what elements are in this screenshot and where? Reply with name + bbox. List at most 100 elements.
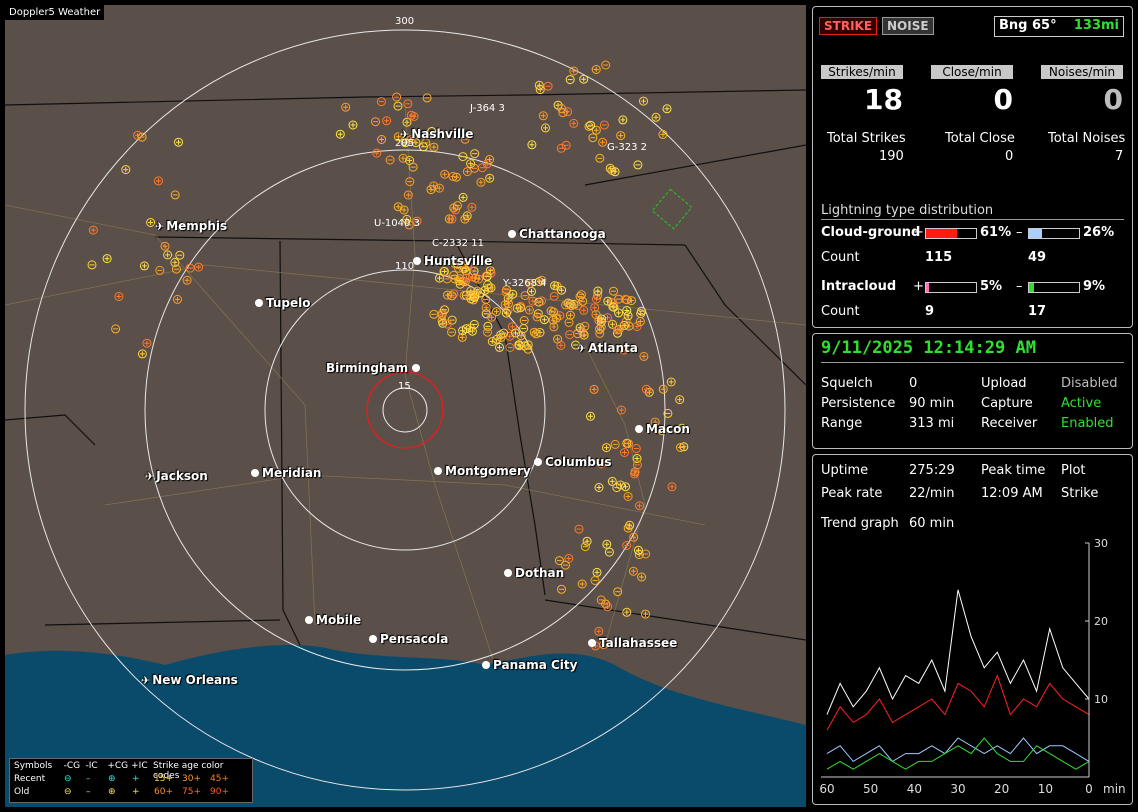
trend-y-tick: 10 [1094, 693, 1108, 706]
city-meridian: Meridian [251, 466, 321, 480]
strike-marker [635, 501, 645, 511]
city-huntsville: Huntsville [413, 254, 492, 268]
total-close-value: 0 [1005, 149, 1014, 164]
strike-marker [426, 185, 436, 195]
receiver-status: Enabled [1061, 416, 1114, 431]
strike-marker [448, 172, 458, 181]
symbol-legend: Symbols -CG -IC +CG +IC Strike age color… [9, 758, 253, 803]
strike-marker [623, 492, 633, 501]
airport-icon: ✈ [141, 673, 151, 687]
strike-marker [482, 271, 492, 281]
status-panel: 9/11/2025 12:14:29 AM Squelch 0 Upload D… [812, 333, 1133, 449]
airport-icon: ✈ [155, 219, 165, 233]
capture-status: Active [1061, 396, 1102, 411]
strike-marker [614, 308, 624, 318]
strike-marker [519, 324, 529, 333]
noise-button[interactable]: NOISE [882, 17, 934, 35]
strike-marker [460, 134, 470, 144]
strike-marker [651, 112, 661, 122]
trend-series-line-2 [826, 737, 1090, 763]
trend-panel: Uptime 275:29 Peak time Plot Peak rate 2… [812, 454, 1133, 805]
trend-series-line-0 [826, 589, 1090, 715]
strike-marker [458, 152, 468, 162]
strike-marker [155, 265, 165, 275]
strike-marker [174, 137, 183, 147]
intracloud-label: Intracloud [821, 279, 897, 294]
strike-marker [467, 202, 477, 212]
strike-marker [621, 482, 630, 492]
cg-positive-bar [925, 228, 977, 239]
strike-marker [613, 587, 623, 597]
strike-marker [543, 81, 553, 91]
squelch-value: 0 [909, 376, 918, 391]
strikes-min-value: 18 [864, 83, 903, 116]
strike-marker [622, 607, 632, 617]
strike-marker [618, 115, 628, 125]
strike-marker [667, 482, 677, 492]
strike-marker [457, 332, 467, 342]
strike-marker [662, 104, 672, 114]
strike-marker [635, 317, 645, 326]
cg-positive-pct: 61% [980, 225, 1012, 240]
city-memphis: ✈ Memphis [155, 219, 228, 233]
map-title: Doppler5 Weather [5, 5, 105, 20]
strike-marker [182, 275, 192, 285]
trend-x-tick: 20 [994, 782, 1009, 796]
cg-negative-count: 49 [1028, 250, 1047, 265]
strike-marker [523, 344, 533, 354]
trend-x-tick: 60 [819, 782, 834, 796]
city-nashville: ✈ Nashville [400, 127, 474, 141]
strike-marker [565, 299, 575, 309]
strike-button[interactable]: STRIKE [819, 17, 878, 35]
squelch-label: Squelch [821, 376, 873, 391]
strike-marker [534, 277, 544, 287]
noises-min-label: Noises/min [1041, 65, 1123, 79]
strike-marker [641, 549, 651, 559]
strike-marker [185, 263, 195, 273]
noises-min-value: 0 [1103, 83, 1123, 116]
strike-marker [628, 566, 638, 576]
city-montgomery: Montgomery [434, 464, 531, 478]
ic-count-label: Count [821, 304, 860, 319]
strike-marker [405, 177, 415, 187]
ic-positive-count: 9 [925, 304, 935, 319]
city-chattanooga: Chattanooga [508, 227, 606, 241]
strike-marker [641, 609, 650, 619]
strike-marker [602, 539, 612, 549]
strike-marker [582, 536, 592, 546]
strike-marker [557, 285, 567, 295]
city-tupelo: Tupelo [255, 296, 311, 310]
strike-marker [170, 257, 180, 267]
strike-marker [613, 325, 623, 335]
strike-marker [620, 294, 630, 304]
strike-marker [537, 275, 547, 285]
city-jackson: ✈ Jackson [145, 469, 208, 483]
strike-marker [466, 159, 476, 169]
strike-marker [173, 294, 182, 304]
ic-negative-pct: 9% [1083, 279, 1106, 294]
strike-marker [524, 305, 534, 315]
strike-marker [452, 201, 462, 211]
strike-marker [406, 110, 416, 120]
strike-marker [427, 127, 437, 136]
strike-marker [531, 329, 541, 339]
strike-marker [596, 595, 606, 605]
strike-marker [534, 80, 544, 90]
trend-x-tick: 0 [1085, 782, 1093, 796]
strike-marker [473, 286, 482, 296]
trend-window: 60 min [909, 516, 955, 531]
strike-marker [422, 93, 432, 103]
strike-marker [403, 99, 413, 109]
peak-rate-label: Peak rate [821, 486, 883, 501]
strike-marker [602, 443, 611, 453]
strike-marker [459, 290, 469, 300]
strike-marker [560, 560, 570, 570]
strike-marker [461, 273, 471, 283]
strike-marker [594, 316, 604, 325]
strike-marker [632, 454, 642, 463]
strike-marker [447, 291, 457, 301]
trend-x-tick: 40 [907, 782, 922, 796]
strike-marker [601, 60, 611, 70]
lightning-map[interactable]: Doppler5 Weather 300 205 110 15 ✈ Nashvil… [5, 5, 806, 807]
strike-marker [372, 148, 382, 158]
